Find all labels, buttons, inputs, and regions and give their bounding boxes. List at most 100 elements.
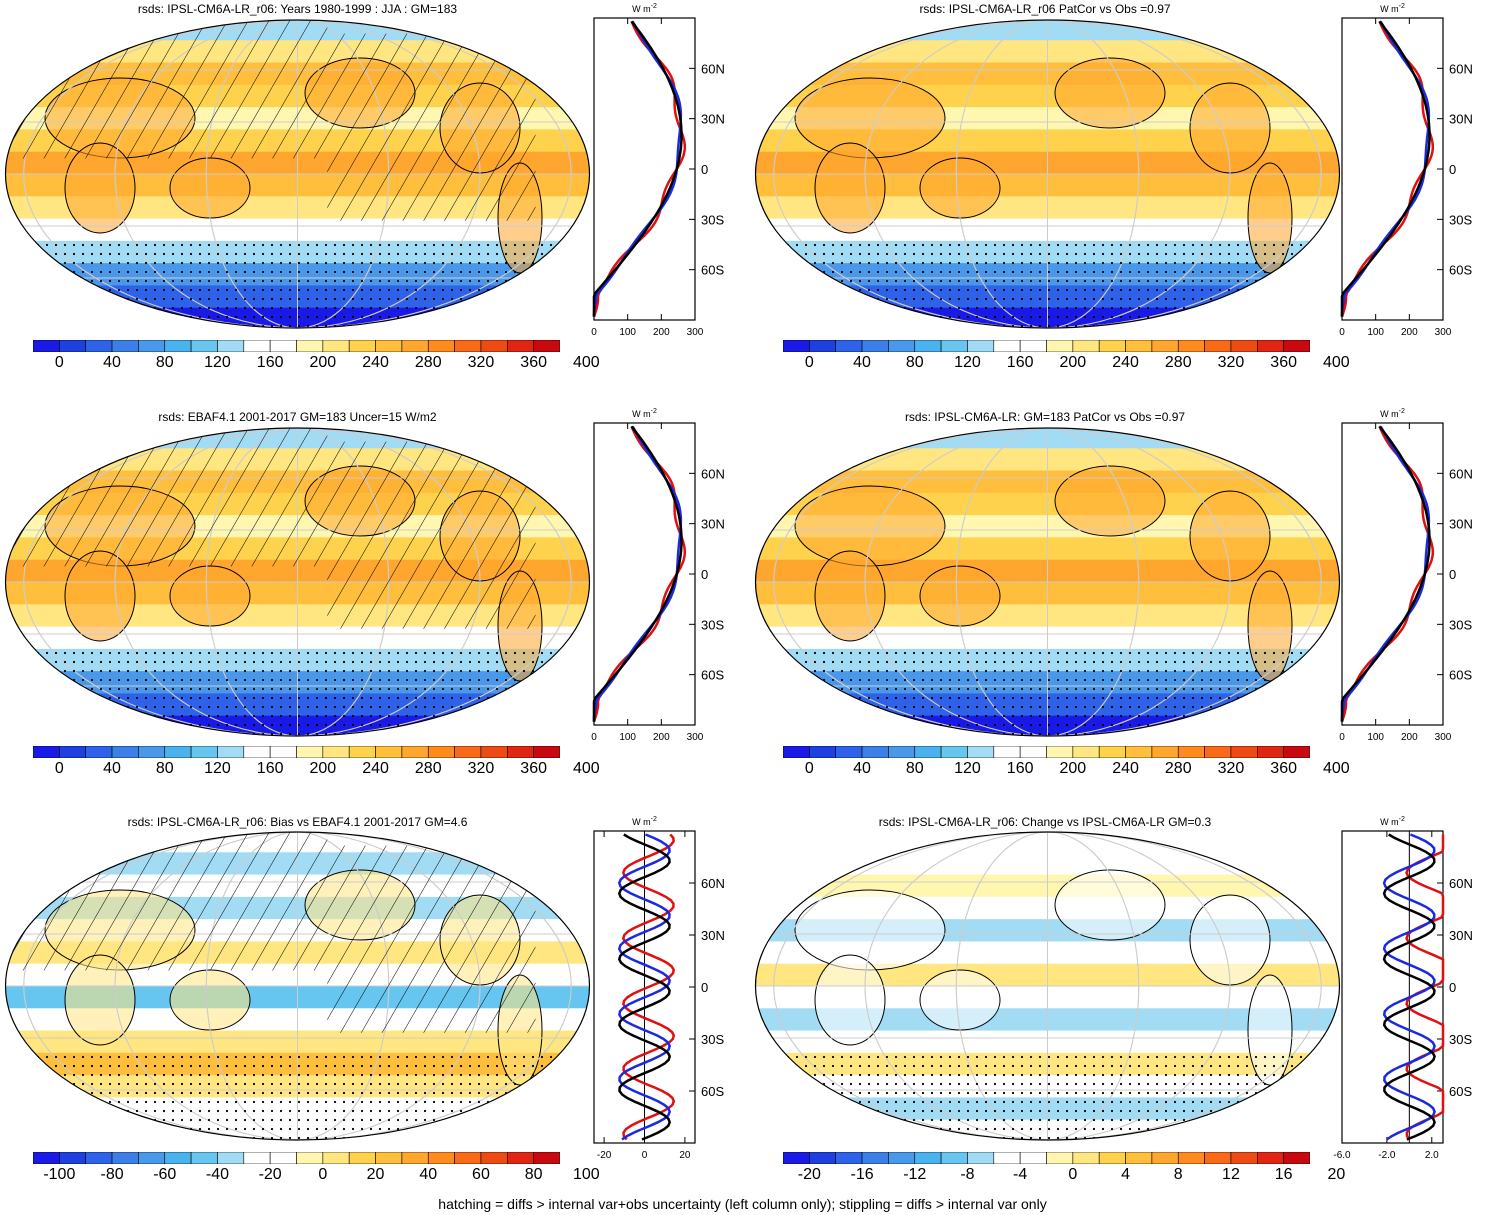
latitude-label: 60S <box>1449 1084 1472 1099</box>
colorbar-swatch <box>533 746 560 758</box>
colorbar-swatch <box>1204 1152 1232 1164</box>
colorbar-swatch <box>1230 340 1258 352</box>
colorbar-tick-label: 80 <box>155 760 174 777</box>
colorbar-tick-label: -12 <box>903 1166 927 1183</box>
colorbar-swatch <box>348 746 376 758</box>
colorbar-tick-label: 360 <box>1270 760 1297 777</box>
zonal-tick-label: 100 <box>619 732 636 743</box>
colorbar-swatch <box>375 340 403 352</box>
colorbar-swatch <box>1019 1152 1047 1164</box>
colorbar-swatch <box>506 340 534 352</box>
latitude-label: 60N <box>701 466 725 481</box>
zonal-mean-line <box>1340 20 1435 317</box>
colorbar-tick-label: 40 <box>853 760 871 777</box>
zonal-tick-label: 200 <box>1401 327 1418 338</box>
colorbar-swatch <box>940 340 968 352</box>
colorbar-swatch <box>269 746 297 758</box>
latitude-label: 0 <box>1449 980 1456 995</box>
colorbar-swatch <box>269 1152 297 1164</box>
world-map <box>4 19 591 329</box>
colorbar-tick-label: 4 <box>1121 1166 1130 1183</box>
colorbar-swatch <box>33 746 60 758</box>
colorbar-tick-label: 16 <box>1274 1166 1293 1183</box>
zonal-mean-line <box>592 425 683 722</box>
zonal-tick-label: 300 <box>1435 732 1452 743</box>
colorbar-swatch <box>914 340 942 352</box>
zonal-mean-plot: W m-2 60N 30N 0 30S 60S 0 100 200 300 <box>1339 3 1473 338</box>
colorbar-tick-label: 80 <box>905 354 924 371</box>
latitude-label: 0 <box>701 980 708 995</box>
latitude-label: 60N <box>701 876 725 891</box>
zonal-tick-label: -2.0 <box>1378 1150 1396 1161</box>
colorbar-tick-label: 120 <box>204 354 231 371</box>
colorbar-swatch <box>217 340 245 352</box>
colorbar-swatch <box>1151 340 1179 352</box>
colorbar-swatch <box>888 340 916 352</box>
latitude-label: 30N <box>701 928 725 943</box>
latitude-label: 60N <box>1449 876 1473 891</box>
latitude-label: 30N <box>1449 112 1473 127</box>
colorbar-tick-label: 0 <box>1068 1166 1078 1183</box>
colorbar-swatch <box>138 1152 166 1164</box>
colorbar-tick-label: 0 <box>54 760 64 777</box>
colorbar-swatch <box>1177 1152 1205 1164</box>
colorbar-swatch <box>85 1152 113 1164</box>
colorbar-swatch <box>888 1152 916 1164</box>
colorbar-swatch <box>85 746 113 758</box>
zonal-tick-label: 2.0 <box>1425 1150 1439 1161</box>
colorbar-swatch <box>480 340 508 352</box>
colorbar-swatch <box>454 1152 482 1164</box>
colorbar-swatch <box>993 1152 1021 1164</box>
latitude-label: 0 <box>1449 567 1456 582</box>
colorbar-swatch <box>480 746 508 758</box>
colorbar-swatch <box>533 1152 560 1164</box>
colorbar-tick-label: 20 <box>1327 1166 1346 1183</box>
colorbar-swatch <box>401 746 429 758</box>
colorbar-swatch <box>1283 746 1310 758</box>
colorbar-tick-label: 40 <box>103 354 121 371</box>
zonal-mean-line <box>617 833 672 1141</box>
zonal-mean-line <box>1340 425 1435 722</box>
colorbar-swatch <box>243 1152 271 1164</box>
colorbar-swatch <box>217 746 245 758</box>
colorbar-swatch <box>1204 340 1232 352</box>
colorbar-swatch <box>783 1152 810 1164</box>
units-label: W m-2 <box>1380 3 1405 14</box>
latitude-label: 30N <box>701 112 725 127</box>
zonal-tick-label: 0 <box>591 732 597 743</box>
colorbar-tick-label: -100 <box>43 1166 76 1183</box>
latitude-label: 60S <box>701 668 724 683</box>
colorbar-swatch <box>296 340 324 352</box>
zonal-mean-line <box>592 20 687 317</box>
latitude-label: 30S <box>701 617 724 632</box>
colorbar-swatch <box>375 746 403 758</box>
colorbar-swatch <box>269 340 297 352</box>
colorbar-tick-label: 200 <box>1059 354 1087 371</box>
colorbar-swatch <box>217 1152 245 1164</box>
colorbar-swatch <box>1256 746 1284 758</box>
zonal-tick-label: -6.0 <box>1333 1150 1351 1161</box>
colorbar-swatch <box>1072 1152 1100 1164</box>
colorbar <box>783 746 1310 758</box>
latitude-label: 60S <box>1449 668 1472 683</box>
colorbar-swatch <box>1230 746 1258 758</box>
colorbar-labels: 0 40 80 120 160 200 240 280 320 360 400 <box>33 760 600 780</box>
colorbar-tick-label: 60 <box>472 1166 490 1183</box>
colorbar-tick-label: -20 <box>258 1166 282 1183</box>
colorbar-swatch <box>783 746 810 758</box>
colorbar-swatch <box>967 340 995 352</box>
units-label: W m-2 <box>632 408 657 419</box>
colorbar-tick-label: 280 <box>1164 354 1192 371</box>
panel-title: rsds: IPSL-CM6A-LR_r06: Bias vs EBAF4.1 … <box>127 815 468 829</box>
colorbar-swatch <box>33 1152 60 1164</box>
colorbar-tick-label: 400 <box>572 760 600 777</box>
colorbar-swatch <box>480 1152 508 1164</box>
colorbar-swatch <box>190 1152 218 1164</box>
colorbar-swatch <box>111 1152 139 1164</box>
panel-title: rsds: IPSL-CM6A-LR_r06 PatCor vs Obs =0.… <box>919 2 1171 16</box>
zonal-tick-label: 0 <box>1339 327 1345 338</box>
latitude-label: 60S <box>701 263 724 278</box>
colorbar-tick-label: 200 <box>309 354 337 371</box>
colorbar-swatch <box>427 746 455 758</box>
zonal-mean-plot: W m-2 60N 30N 0 30S 60S 0 100 200 300 <box>591 3 725 338</box>
